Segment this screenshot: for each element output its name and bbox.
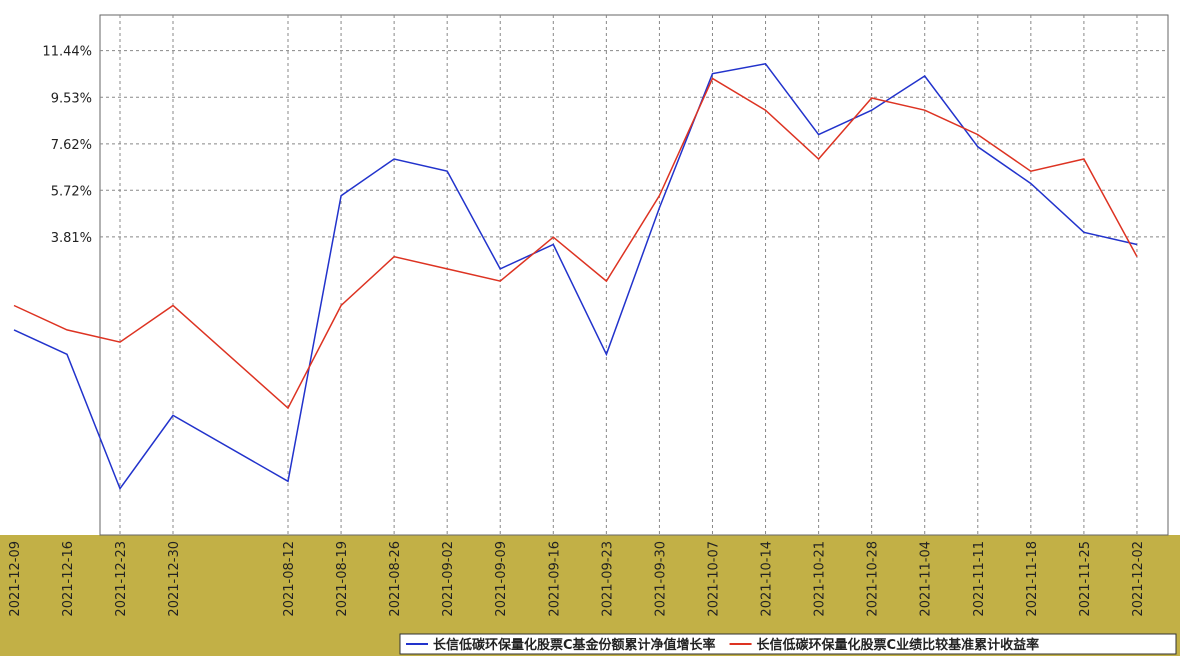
x-tick-label: 2021-12-16 — [61, 541, 76, 617]
x-tick-label: 2021-10-07 — [706, 541, 721, 617]
plot-area — [100, 15, 1168, 535]
x-tick-label: 2021-09-23 — [600, 541, 615, 617]
y-tick-label: 5.72% — [51, 184, 92, 199]
x-tick-label: 2021-12-23 — [114, 541, 129, 617]
x-tick-label: 2021-10-28 — [866, 541, 881, 617]
x-tick-label: 2021-08-19 — [335, 541, 350, 617]
x-tick-label: 2021-09-02 — [441, 541, 456, 617]
x-tick-label: 2021-09-09 — [494, 541, 509, 617]
x-tick-label: 2021-11-18 — [1025, 541, 1040, 617]
x-tick-label: 2021-12-30 — [167, 541, 182, 617]
legend: 长信低碳环保量化股票C基金份额累计净值增长率 长信低碳环保量化股票C业绩比较基准累… — [400, 634, 1176, 654]
x-tick-label: 2021-11-04 — [919, 541, 934, 617]
x-tick-label: 2021-10-14 — [760, 541, 775, 617]
x-tick-label: 2021-11-25 — [1078, 541, 1093, 617]
chart: 长信低碳环保量化股票C基金份额累计净值增长率 长信低碳环保量化股票C业绩比较基准累… — [0, 0, 1180, 656]
y-tick-label: 9.53% — [51, 91, 92, 106]
y-tick-label: 3.81% — [51, 231, 92, 246]
x-tick-label: 2021-11-11 — [972, 541, 987, 617]
x-tick-label: 2021-10-21 — [813, 541, 828, 617]
x-tick-label: 2021-12-02 — [1131, 541, 1146, 617]
x-tick-label: 2021-09-16 — [547, 541, 562, 617]
page: {"chart_data": {"type": "line", "categor… — [0, 0, 1180, 656]
y-tick-label: 11.44% — [42, 45, 92, 60]
legend-label: 长信低碳环保量化股票C基金份额累计净值增长率 — [433, 637, 716, 653]
y-tick-label: 7.62% — [51, 138, 92, 153]
x-tick-label: 2021-08-26 — [388, 541, 403, 617]
x-tick-label: 2021-08-12 — [282, 541, 297, 617]
x-tick-label: 2021-12-09 — [8, 541, 23, 617]
legend-label: 长信低碳环保量化股票C业绩比较基准累计收益率 — [757, 637, 1040, 653]
x-tick-label: 2021-09-30 — [653, 541, 668, 617]
